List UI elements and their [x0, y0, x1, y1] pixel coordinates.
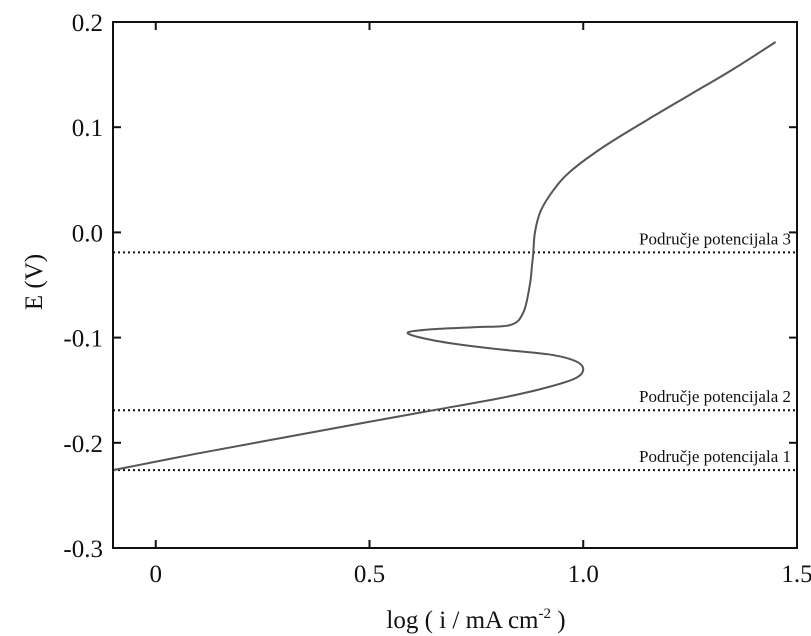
x-axis-ticks: 0 0.5 1.0 1.5 — [150, 22, 811, 588]
y-tick-label: -0.1 — [63, 326, 103, 353]
x-tick-label: 0.5 — [354, 561, 385, 588]
reference-line-label: Područje potencijala 1 — [639, 447, 791, 466]
x-tick-label: 0 — [150, 561, 163, 588]
reference-line-label: Područje potencijala 3 — [639, 229, 791, 248]
y-tick-label: -0.3 — [63, 536, 103, 563]
reference-line-label: Područje potencijala 2 — [639, 387, 791, 406]
x-axis-label-superscript: -2 — [539, 606, 552, 622]
y-axis-ticks: 0.2 0.1 0.0 -0.1 -0.2 -0.3 — [63, 10, 797, 563]
y-tick-label: 0.2 — [72, 10, 103, 37]
x-axis-label: log ( i / mA cm-2 ) — [386, 606, 565, 634]
x-axis-label-end: ) — [551, 607, 566, 634]
series-line — [112, 41, 777, 472]
y-tick-label: -0.2 — [63, 431, 103, 458]
x-tick-label: 1.0 — [568, 561, 599, 588]
x-tick-label: 1.5 — [781, 561, 811, 588]
reference-lines: Područje potencijala 3 Područje potencija… — [113, 229, 797, 472]
y-axis-label: E (V) — [21, 254, 48, 310]
plot-frame — [112, 21, 798, 549]
y-tick-label: 0.0 — [72, 220, 103, 247]
y-tick-label: 0.1 — [72, 115, 103, 142]
